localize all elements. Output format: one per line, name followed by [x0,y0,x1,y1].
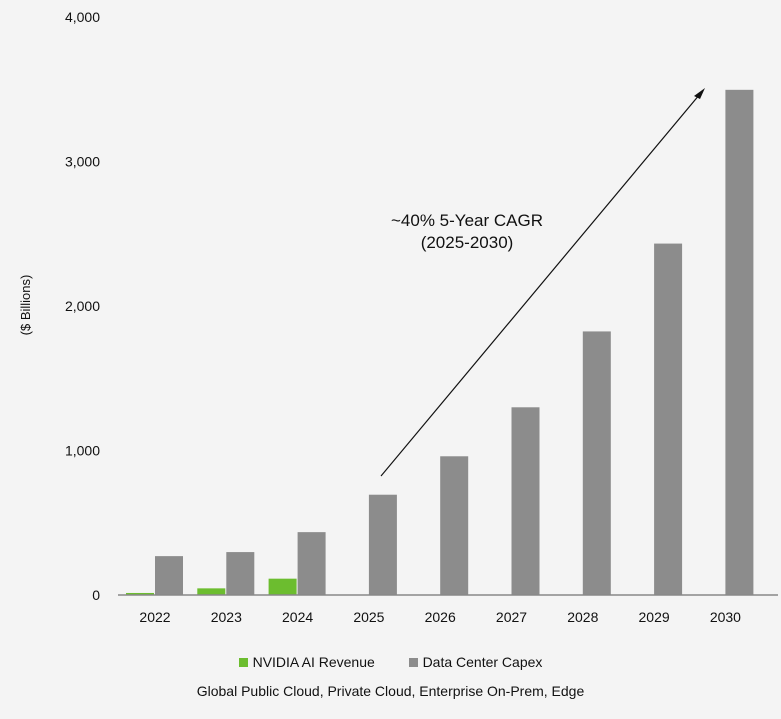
x-tick-label: 2024 [282,609,313,625]
cagr-arrow [380,93,701,477]
x-tick-label: 2026 [425,609,456,625]
bar-capex-2030 [725,89,754,595]
annotation-line2: (2025-2030) [421,233,514,252]
bar-capex-2025 [368,494,397,595]
y-tick-label: 4,000 [65,9,100,25]
y-tick-label: 3,000 [65,154,100,170]
x-tick-label: 2022 [139,609,170,625]
bar-capex-2027 [511,407,540,595]
y-axis-label: ($ Billions) [18,275,33,336]
arrow-head-icon [694,88,705,99]
y-tick-label: 1,000 [65,443,100,459]
legend-nvidia: NVIDIA AI Revenue [252,654,375,670]
bar-capex-2022 [155,556,183,595]
x-tick-label: 2025 [353,609,384,625]
bar-nvidia-2023 [197,588,226,595]
x-tick-label: 2027 [496,609,527,625]
bar-capex-2024 [297,532,326,595]
legend-swatch-capex [408,658,418,667]
bar-nvidia-2022 [126,592,154,595]
bar-nvidia-2024 [268,578,297,595]
legend: NVIDIA AI Revenue Data Center Capex [0,654,781,670]
x-tick-label: 2030 [710,609,741,625]
y-tick-label: 2,000 [65,298,100,314]
annotation-line1: ~40% 5-Year CAGR [391,211,543,230]
x-tick-label: 2028 [567,609,598,625]
y-tick-label: 0 [92,587,100,603]
bar-capex-2029 [654,243,683,596]
bar-capex-2026 [440,456,469,595]
legend-swatch-nvidia [238,658,248,667]
footnote: Global Public Cloud, Private Cloud, Ente… [196,683,585,699]
bar-capex-2023 [226,552,255,595]
legend-capex: Data Center Capex [422,654,543,670]
bar-capex-2028 [582,331,611,595]
x-tick-label: 2029 [639,609,670,625]
x-tick-label: 2023 [211,609,242,625]
